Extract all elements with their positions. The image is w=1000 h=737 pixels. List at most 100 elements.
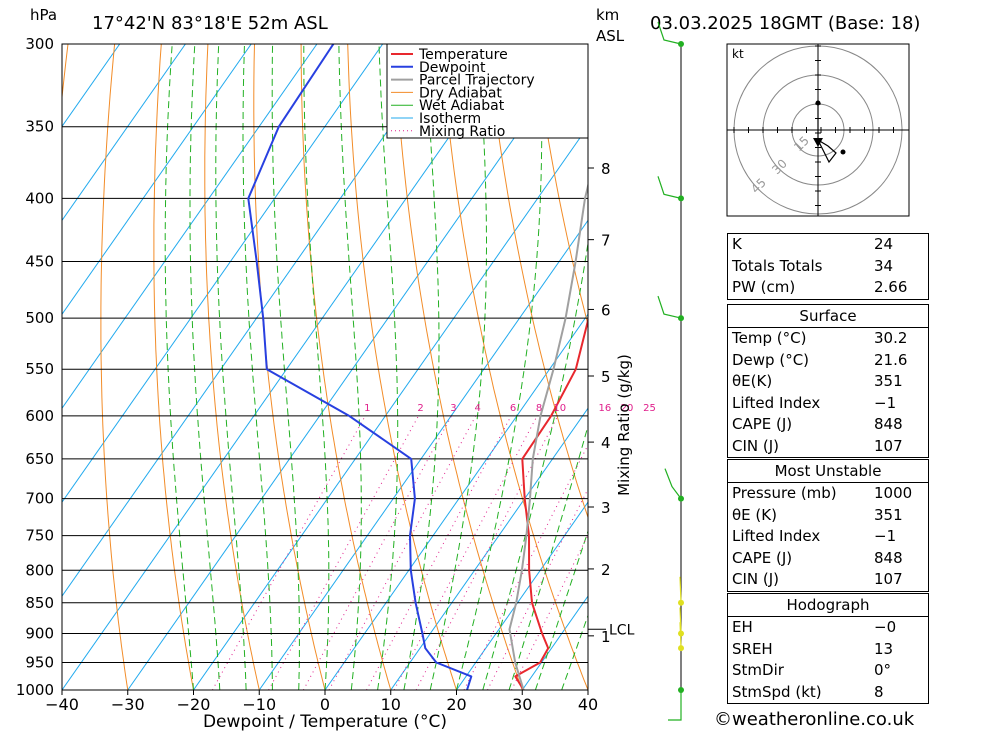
index-row: K 24 (728, 234, 928, 256)
surface-title: Surface (728, 305, 928, 328)
legend-entry: Temperature (418, 47, 508, 63)
dry-adiabat-line (486, 44, 588, 519)
dry-adiabat-line (300, 44, 392, 690)
pressure-tick-label: 800 (25, 561, 54, 579)
mixing-ratio-label: 25 (643, 403, 656, 414)
most-unstable-title: Most Unstable (728, 460, 928, 483)
height-tick-label: 1 (601, 628, 611, 646)
index-label: SREH (732, 639, 773, 658)
wet-adiabat-line (482, 239, 588, 690)
parcel-trajectory-line (508, 181, 588, 690)
mixing-ratio-label: 6 (510, 403, 516, 414)
datetime-title: 03.03.2025 18GMT (Base: 18) (650, 13, 920, 34)
pressure-tick-label: 300 (25, 35, 54, 53)
dry-adiabat-line (533, 44, 588, 327)
index-label: θE(K) (732, 372, 773, 390)
index-value: 351 (874, 505, 903, 524)
wet-adiabat-line (242, 44, 273, 690)
index-row: Lifted Index −1 (728, 526, 928, 548)
dry-adiabat-line (393, 44, 523, 690)
copyright-text: ©weatheronline.co.uk (714, 709, 915, 730)
index-label: K (732, 235, 742, 253)
mixing-ratio-line (393, 415, 538, 690)
index-row: Temp (°C) 30.2 (728, 328, 928, 350)
mixing-ratio-axis-label: Mixing Ratio (g/kg) (615, 354, 633, 496)
legend-entry: Dewpoint (419, 60, 486, 76)
wind-barb (664, 468, 682, 499)
index-label: CIN (J) (732, 570, 780, 588)
wet-adiabat-line (271, 44, 300, 690)
height-unit-km: km (596, 6, 619, 24)
index-label: Lifted Index (732, 393, 821, 412)
pressure-tick-label: 950 (25, 653, 54, 671)
pressure-tick-label: 900 (25, 624, 54, 642)
wet-adiabat-line (215, 44, 247, 690)
lcl-label: LCL (609, 622, 635, 638)
x-axis-label: Dewpoint / Temperature (°C) (203, 712, 447, 732)
isotherm-line (62, 44, 318, 410)
dry-adiabat-line (153, 44, 194, 690)
pressure-tick-label: 550 (25, 360, 54, 378)
mixing-ratio-label: 8 (536, 403, 542, 414)
hodograph-title: Hodograph (728, 594, 928, 617)
isotherm-line (62, 44, 515, 690)
index-value: 848 (874, 415, 903, 433)
legend-box (386, 43, 589, 139)
index-value: 8 (874, 682, 884, 701)
index-label: PW (cm) (732, 278, 796, 296)
mixing-ratio-label: 16 (599, 403, 612, 414)
mixing-ratio-label: 1 (364, 403, 370, 414)
height-tick-label: 3 (601, 499, 611, 517)
hodograph-trace (817, 104, 837, 164)
pressure-tick-label: 500 (25, 309, 54, 327)
mixing-ratio-label: 20 (621, 403, 634, 414)
index-row: Dewp (°C) 21.6 (728, 350, 928, 372)
x-tick-label: 30 (512, 695, 532, 714)
pressure-tick-label: 600 (25, 407, 54, 425)
height-tick-label: 6 (601, 301, 611, 319)
pressure-tick-label: 750 (25, 527, 54, 545)
mixing-ratio-label: 3 (450, 403, 456, 414)
x-tick-label: 0 (320, 695, 330, 714)
wind-barb (679, 622, 682, 649)
legend-entry: Mixing Ratio (419, 124, 505, 140)
general-indices: K 24 Totals Totals 34 PW (cm) 2.66 (728, 234, 928, 299)
legend-entry: Isotherm (419, 111, 481, 127)
index-row: StmDir 0° (728, 660, 928, 682)
index-value: 34 (874, 256, 894, 275)
height-tick-label: 7 (601, 232, 611, 250)
index-row: CAPE (J) 848 (728, 548, 928, 570)
index-label: StmDir (732, 661, 784, 679)
index-row: EH −0 (728, 617, 928, 639)
isotherm-line (62, 44, 252, 316)
x-tick-label: −20 (177, 695, 211, 714)
index-row: StmSpd (kt) 8 (728, 682, 928, 704)
wind-barb (657, 176, 682, 199)
index-value: 21.6 (874, 350, 908, 369)
index-value: 24 (874, 235, 894, 253)
dry-adiabat-line (253, 44, 326, 690)
wet-adiabat-line (164, 44, 194, 690)
x-tick-label: −40 (45, 695, 79, 714)
wind-barb (668, 690, 682, 721)
mixing-ratio-label: 4 (475, 403, 481, 414)
pressure-tick-label: 1000 (16, 681, 54, 699)
wind-barb (657, 21, 682, 45)
wet-adiabat-line (303, 44, 330, 690)
x-tick-label: 40 (578, 695, 598, 714)
pressure-tick-label: 700 (25, 490, 54, 508)
index-row: θE(K) 351 (728, 371, 928, 393)
isotherm-line (127, 44, 581, 690)
index-value: 2.66 (874, 278, 908, 296)
mixing-ratio-line (487, 487, 588, 690)
isotherm-line (258, 219, 588, 690)
indices-panel-general: K 24 Totals Totals 34 PW (cm) 2.66 (727, 233, 929, 300)
indices-panel-most-unstable: Most Unstable Pressure (mb) 1000 θE (K) 351… (727, 459, 929, 592)
surface-indices: Temp (°C) 30.2 Dewp (°C) 21.6 θE(K) 351 Lifted… (728, 328, 928, 457)
isotherm-line (62, 44, 186, 222)
mixing-ratio-label: 10 (553, 403, 566, 414)
index-value: 0° (874, 661, 892, 679)
isotherm-line (324, 313, 588, 690)
index-value: 351 (874, 372, 903, 390)
